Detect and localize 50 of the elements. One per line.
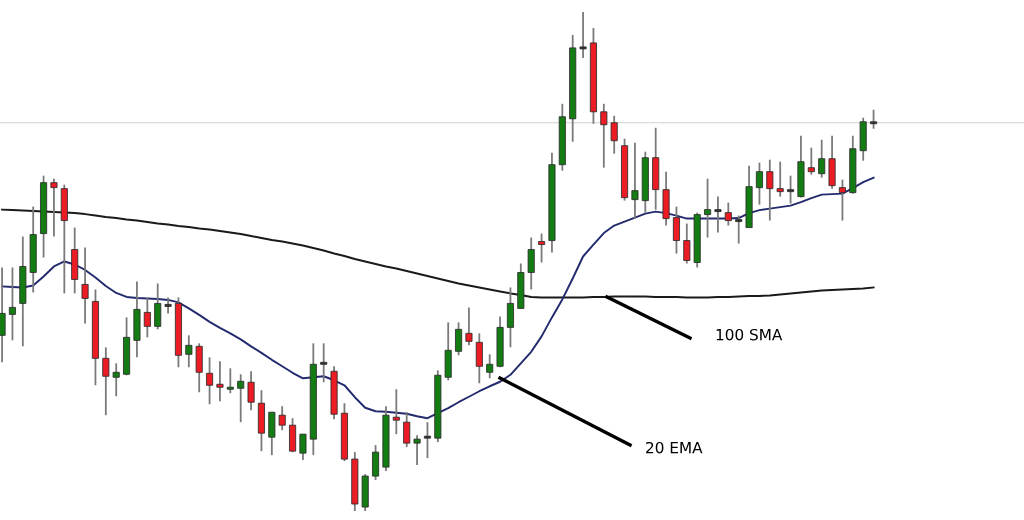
- candlestick: [610, 114, 618, 155]
- candlestick: [216, 360, 224, 403]
- candlestick: [50, 177, 58, 238]
- candlestick: [403, 411, 411, 449]
- annotation: 20 EMA: [646, 441, 703, 454]
- candlestick: [81, 246, 89, 325]
- candlestick: [755, 161, 763, 206]
- candlestick: [766, 158, 774, 222]
- candlestick: [807, 146, 815, 176]
- candlestick: [631, 141, 639, 220]
- candlestick: [278, 405, 286, 432]
- candlestick: [506, 286, 514, 349]
- candlestick: [714, 195, 722, 234]
- annotation: 100 SMA: [716, 328, 783, 341]
- candlestick: [206, 356, 214, 406]
- candlestick: [226, 367, 234, 395]
- candlestick: [8, 266, 16, 342]
- candlestick: [455, 321, 463, 357]
- candlestick: [112, 362, 120, 398]
- candlestick: [0, 266, 6, 364]
- candlestick: [870, 108, 878, 130]
- candlestick: [838, 178, 846, 222]
- candlestick: [724, 201, 732, 227]
- candlestick: [527, 236, 535, 291]
- candlestick: [465, 306, 473, 347]
- candlestick: [776, 160, 784, 198]
- candlestick: [413, 434, 421, 467]
- candlestick: [392, 388, 400, 436]
- candlestick: [185, 334, 193, 369]
- candlestick: [579, 11, 587, 59]
- candlestick: [154, 282, 162, 331]
- candlestick: [538, 232, 546, 264]
- candlestick: [787, 174, 795, 205]
- candlestick: [372, 444, 380, 481]
- candlestick: [299, 433, 307, 462]
- candlestick: [237, 373, 245, 424]
- candlestick: [704, 177, 712, 239]
- candlestick: [102, 346, 110, 417]
- candlestick: [600, 102, 608, 169]
- candlestick: [475, 332, 483, 385]
- candlestick: [143, 296, 151, 339]
- candlestick: [735, 214, 743, 245]
- candlestick: [672, 205, 680, 255]
- candlestick: [423, 421, 431, 460]
- candlestick: [683, 222, 691, 265]
- candlestick: [486, 353, 494, 380]
- candlestick: [320, 342, 328, 384]
- candlestick: [247, 370, 255, 412]
- candlestick: [818, 138, 826, 179]
- candlestick: [164, 296, 172, 315]
